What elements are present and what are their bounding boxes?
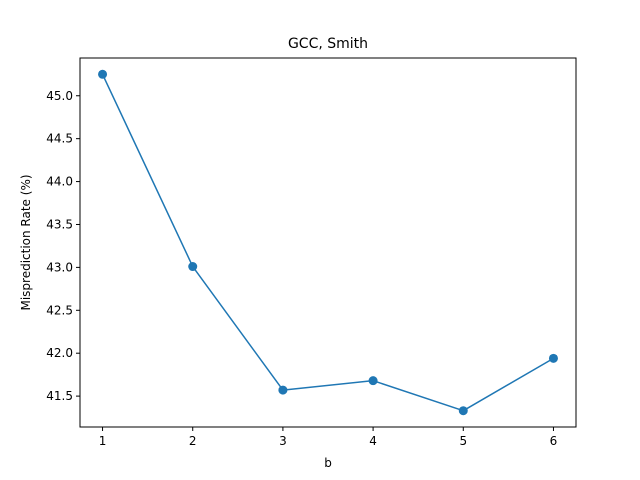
data-point	[278, 385, 288, 395]
y-tick-label: 41.5	[46, 389, 73, 403]
x-axis-ticks: 1 2 3 4 5 6	[99, 427, 558, 448]
series-line	[101, 73, 554, 412]
series-layer	[98, 69, 558, 416]
plot-area-frame	[79, 57, 577, 428]
data-point	[188, 262, 198, 272]
x-axis-label: b	[324, 456, 332, 470]
x-tick-label: 1	[99, 434, 107, 448]
y-axis-ticks: 41.5 42.0 42.5 43.0 43.5 44.0 44.5 45.0	[46, 89, 80, 403]
y-tick-label: 43.0	[46, 260, 73, 274]
y-tick-label: 43.5	[46, 217, 73, 231]
y-tick-label: 44.0	[46, 175, 73, 189]
x-tick-label: 2	[189, 434, 197, 448]
y-tick-label: 44.5	[46, 132, 73, 146]
y-tick-label: 45.0	[46, 89, 73, 103]
data-point	[98, 69, 108, 79]
x-tick-label: 6	[550, 434, 558, 448]
x-tick-label: 3	[279, 434, 287, 448]
x-tick-label: 4	[369, 434, 377, 448]
x-tick-label: 5	[459, 434, 467, 448]
y-axis-label: Misprediction Rate (%)	[19, 174, 33, 310]
data-point	[548, 353, 558, 363]
y-tick-label: 42.5	[46, 303, 73, 317]
data-point	[368, 376, 378, 386]
chart-title: GCC, Smith	[288, 36, 368, 52]
y-tick-label: 42.0	[46, 346, 73, 360]
data-point	[458, 406, 468, 416]
